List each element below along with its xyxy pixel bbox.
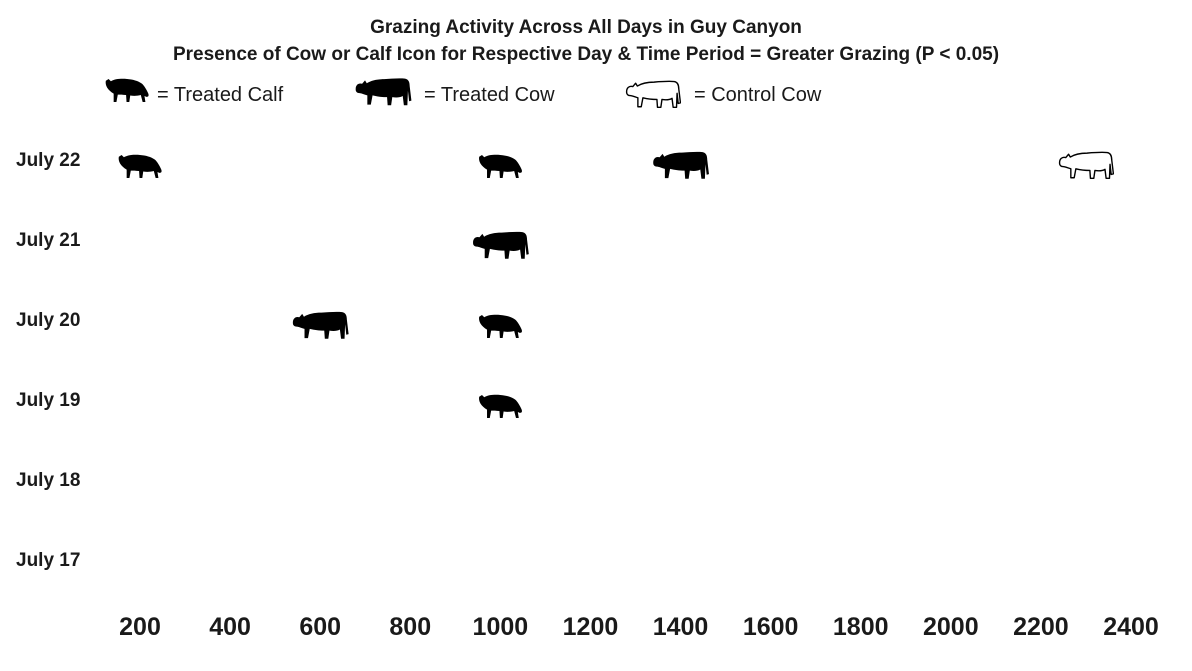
cow-silhouette-icon xyxy=(292,311,349,339)
legend: = Treated Calf = Treated Cow = Control Cow xyxy=(105,78,822,109)
y-tick-label: July 18 xyxy=(16,470,80,491)
x-tick-label: 2200 xyxy=(1013,613,1069,641)
cow-silhouette-icon xyxy=(653,151,709,179)
x-tick-label: 200 xyxy=(119,613,161,641)
x-tick-label: 1000 xyxy=(473,613,529,641)
x-tick-label: 1200 xyxy=(563,613,619,641)
x-tick-label: 1400 xyxy=(653,613,709,641)
y-axis-labels: July 22 July 21 July 20 July 19 July 18 July … xyxy=(16,150,81,571)
data-marks xyxy=(118,151,1114,418)
x-tick-label: 1600 xyxy=(743,613,799,641)
x-tick-label: 600 xyxy=(299,613,341,641)
y-tick-label: July 20 xyxy=(16,310,80,331)
cow-silhouette-icon xyxy=(473,231,529,259)
calf-silhouette-icon xyxy=(479,394,522,418)
y-tick-label: July 22 xyxy=(16,150,80,171)
legend-label: = Treated Calf xyxy=(157,84,284,106)
cow-outline-icon xyxy=(625,80,681,109)
x-tick-label: 1800 xyxy=(833,613,889,641)
legend-label: = Treated Cow xyxy=(424,84,555,106)
x-tick-label: 800 xyxy=(389,613,431,641)
legend-label: = Control Cow xyxy=(694,84,822,106)
x-tick-label: 2400 xyxy=(1103,613,1159,641)
y-tick-label: July 21 xyxy=(16,230,81,251)
y-tick-label: July 19 xyxy=(16,390,80,411)
cow-silhouette-icon xyxy=(355,78,412,106)
cow-outline-icon xyxy=(1058,151,1114,180)
y-tick-label: July 17 xyxy=(16,550,80,571)
calf-silhouette-icon xyxy=(105,78,149,102)
calf-silhouette-icon xyxy=(118,154,162,178)
chart-title-group: Grazing Activity Across All Days in Guy … xyxy=(173,17,999,65)
x-tick-label: 400 xyxy=(209,613,251,641)
calf-silhouette-icon xyxy=(479,154,522,178)
calf-silhouette-icon xyxy=(479,314,522,338)
x-tick-label: 2000 xyxy=(923,613,979,641)
x-axis-tick-labels: 200 400 600 800 1000 1200 1400 1600 1800 2000 2200… xyxy=(119,613,1159,641)
chart-subtitle: Presence of Cow or Calf Icon for Respect… xyxy=(173,44,999,65)
chart-title: Grazing Activity Across All Days in Guy … xyxy=(370,17,802,38)
